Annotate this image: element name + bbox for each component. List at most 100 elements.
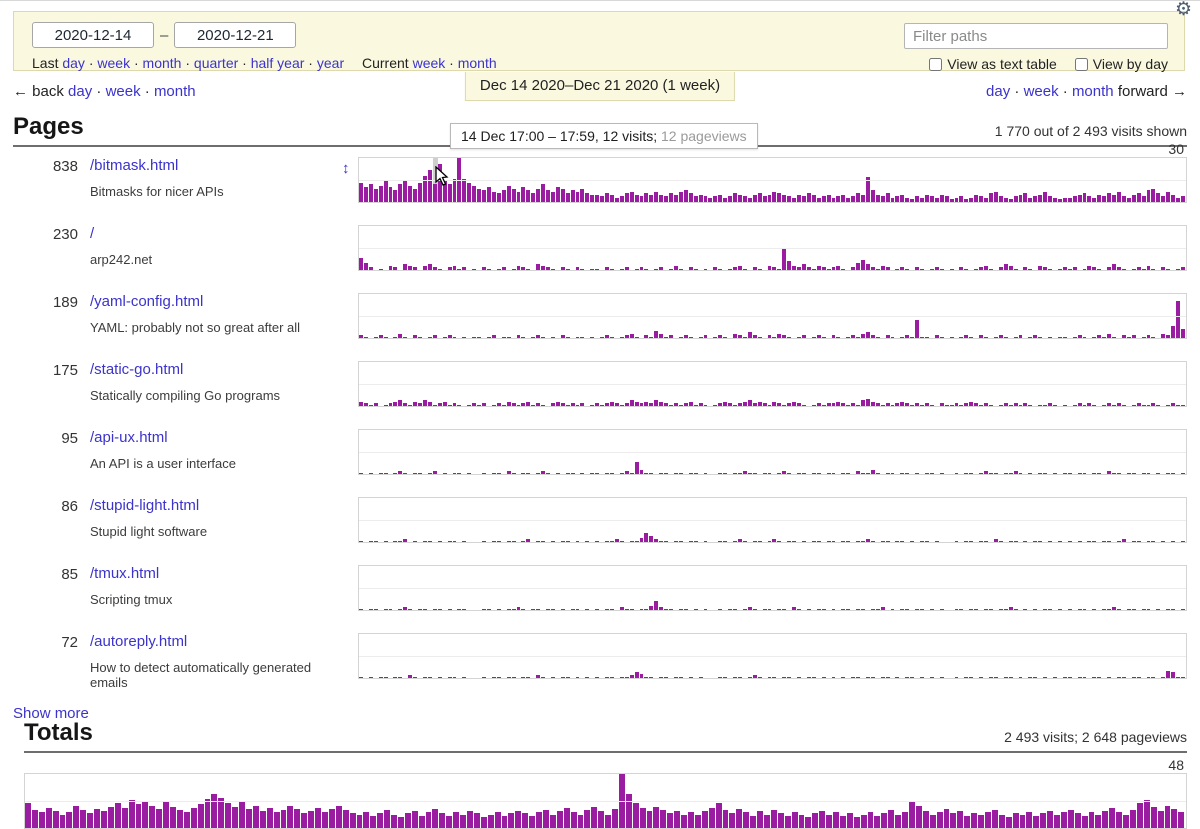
chart-bar[interactable] (595, 226, 600, 270)
chart-bar[interactable] (984, 226, 989, 270)
chart-bar[interactable] (521, 294, 526, 338)
chart-bar[interactable] (851, 294, 856, 338)
chart-bar[interactable] (393, 226, 398, 270)
chart-bar[interactable] (733, 430, 738, 474)
chart-bar[interactable] (649, 158, 654, 202)
chart-bar[interactable] (922, 774, 930, 828)
chart-bar[interactable] (1040, 774, 1047, 828)
chart-bar[interactable] (934, 498, 940, 542)
chart-bar[interactable] (526, 362, 531, 406)
chart-bar[interactable] (974, 362, 979, 406)
chart-bar[interactable] (619, 158, 625, 202)
chart-bar[interactable] (737, 498, 743, 542)
chart-bar[interactable] (752, 498, 758, 542)
chart-bar[interactable] (750, 774, 757, 828)
chart-bar[interactable] (363, 158, 369, 202)
chart-bar[interactable] (915, 362, 920, 406)
chart-bar[interactable] (1166, 430, 1171, 474)
chart-bar[interactable] (373, 566, 379, 610)
chart-bar[interactable] (718, 362, 723, 406)
chart-bar[interactable] (747, 430, 753, 474)
chart-bar[interactable] (895, 158, 900, 202)
chart-bar[interactable] (541, 362, 546, 406)
chart-bar[interactable] (373, 498, 379, 542)
chart-bar[interactable] (1077, 498, 1083, 542)
chart-bar[interactable] (831, 498, 837, 542)
chart-bar[interactable] (674, 226, 679, 270)
view-by-day-checkbox[interactable]: View by day (1074, 56, 1168, 72)
chart-bar[interactable] (929, 362, 935, 406)
chart-bar[interactable] (565, 226, 571, 270)
chart-bar[interactable] (806, 634, 812, 678)
chart-bar[interactable] (422, 362, 428, 406)
chart-bar[interactable] (1072, 158, 1078, 202)
page-path-link[interactable]: / (90, 225, 95, 242)
chart-bar[interactable] (954, 566, 960, 610)
chart-bar[interactable] (506, 498, 512, 542)
chart-bar[interactable] (1043, 430, 1048, 474)
chart-bar[interactable] (575, 566, 581, 610)
chart-bar[interactable] (128, 774, 136, 828)
chart-bar[interactable] (654, 362, 659, 406)
chart-bar[interactable] (688, 498, 694, 542)
chart-bar[interactable] (831, 634, 837, 678)
chart-bar[interactable] (100, 774, 108, 828)
chart-bar[interactable] (900, 566, 905, 610)
chart-bar[interactable] (905, 430, 910, 474)
chart-bar[interactable] (998, 774, 1006, 828)
chart-bar[interactable] (1057, 294, 1063, 338)
chart-bar[interactable] (427, 498, 433, 542)
chart-bar[interactable] (826, 498, 832, 542)
chart-bar[interactable] (422, 498, 428, 542)
chart-bar[interactable] (1054, 774, 1061, 828)
chart-bar[interactable] (204, 774, 212, 828)
chart-bar[interactable] (1082, 430, 1088, 474)
chart-bar[interactable] (659, 566, 664, 610)
chart-bar[interactable] (811, 294, 817, 338)
chart-bar[interactable] (536, 226, 541, 270)
chart-bar[interactable] (1112, 294, 1117, 338)
chart-bar[interactable] (482, 566, 487, 610)
chart-bar[interactable] (890, 294, 896, 338)
chart-bar[interactable] (984, 566, 989, 610)
chart-bar[interactable] (511, 566, 517, 610)
chart-bar[interactable] (575, 226, 581, 270)
chart-bar[interactable] (792, 362, 797, 406)
chart-bar[interactable] (570, 158, 576, 202)
chart-bar[interactable] (1112, 566, 1117, 610)
chart-bar[interactable] (772, 498, 777, 542)
last-link-quarter[interactable]: quarter (193, 55, 239, 71)
chart-bar[interactable] (1013, 226, 1019, 270)
chart-bar[interactable] (1171, 634, 1176, 678)
chart-bar[interactable] (452, 362, 458, 406)
chart-bar[interactable] (541, 158, 546, 202)
chart-bar[interactable] (383, 362, 389, 406)
chart-bar[interactable] (1180, 294, 1186, 338)
chart-bar[interactable] (526, 158, 531, 202)
chart-bar[interactable] (403, 226, 408, 270)
chart-bar[interactable] (378, 294, 384, 338)
chart-bar[interactable] (851, 362, 856, 406)
chart-bar[interactable] (1150, 774, 1158, 828)
chart-bar[interactable] (565, 634, 571, 678)
chart-bar[interactable] (979, 498, 984, 542)
chart-bar[interactable] (418, 774, 426, 828)
chart-bar[interactable] (491, 362, 497, 406)
chart-bar[interactable] (477, 362, 482, 406)
chart-bar[interactable] (328, 774, 336, 828)
chart-bar[interactable] (959, 294, 964, 338)
chart-bar[interactable] (1062, 430, 1068, 474)
view-by-day-box[interactable] (1074, 57, 1088, 71)
chart-bar[interactable] (526, 430, 531, 474)
chart-bar[interactable] (1092, 498, 1097, 542)
chart-bar[interactable] (477, 158, 482, 202)
current-link-week[interactable]: week (412, 55, 446, 71)
chart-bar[interactable] (368, 158, 374, 202)
chart-bar[interactable] (550, 566, 556, 610)
chart-bar[interactable] (718, 498, 723, 542)
chart-bar[interactable] (570, 430, 576, 474)
chart-bar[interactable] (1092, 294, 1097, 338)
chart-bar[interactable] (1136, 226, 1142, 270)
chart-bar[interactable] (644, 226, 649, 270)
chart-bar[interactable] (1077, 158, 1083, 202)
